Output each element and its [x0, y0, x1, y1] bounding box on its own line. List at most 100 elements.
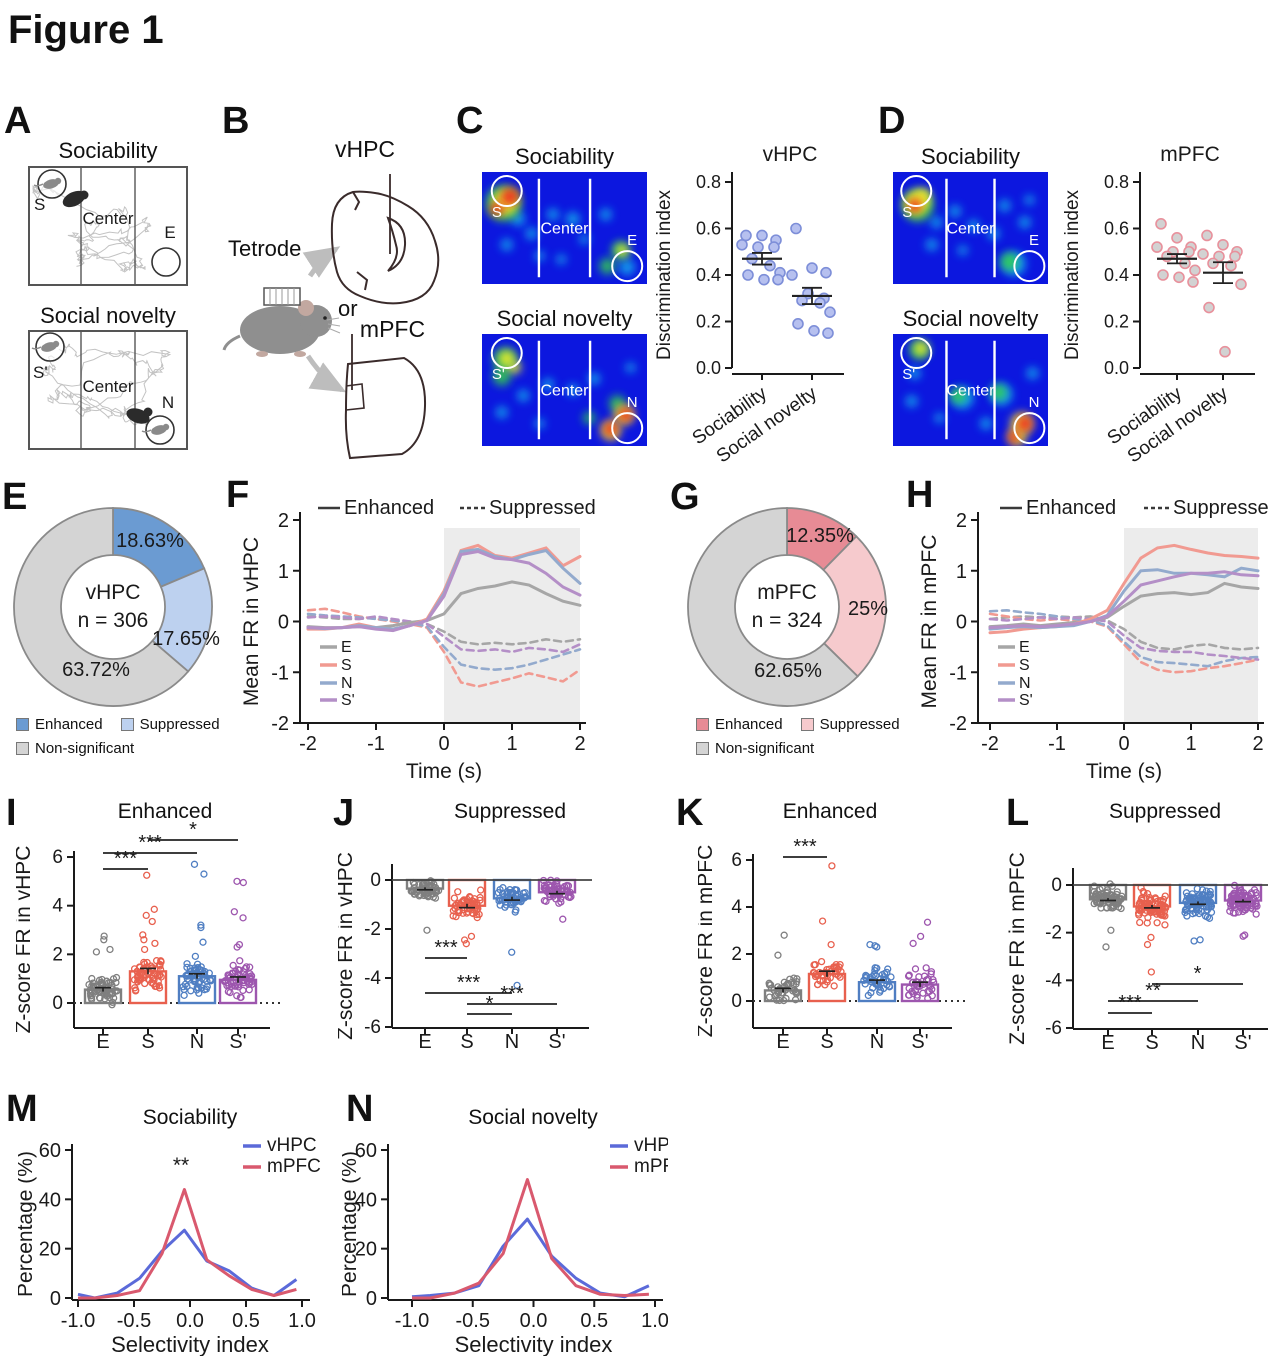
svg-text:E: E: [1101, 1032, 1114, 1054]
legend-enhanced-mpfc: Enhanced: [696, 716, 783, 733]
svg-text:0: 0: [438, 733, 449, 755]
svg-text:E: E: [776, 1031, 789, 1053]
enhanced-swatch: [696, 718, 709, 731]
svg-text:0.6: 0.6: [696, 219, 721, 239]
svg-text:Center: Center: [540, 383, 589, 400]
svg-text:Selectivity index: Selectivity index: [455, 1332, 613, 1356]
panel-label-e: E: [2, 476, 28, 518]
svg-text:-6: -6: [364, 1017, 381, 1038]
svg-text:60: 60: [39, 1140, 61, 1162]
panelD-title-sociability: Sociability: [920, 144, 1021, 169]
svg-text:S': S': [548, 1031, 565, 1053]
panel-label-d: D: [878, 100, 906, 142]
svg-text:S: S: [1019, 657, 1030, 674]
svg-text:-6: -6: [1045, 1018, 1062, 1039]
svg-text:1: 1: [956, 561, 967, 583]
svg-text:20: 20: [355, 1239, 377, 1261]
svg-text:***: ***: [1118, 992, 1142, 1014]
svg-text:-1.0: -1.0: [395, 1310, 429, 1332]
svg-text:-1: -1: [271, 662, 289, 684]
panelE-legend-row2: Non-significant: [16, 740, 134, 757]
svg-text:-0.5: -0.5: [456, 1310, 490, 1332]
legend-suppressed-mpfc: Suppressed: [800, 716, 900, 733]
svg-text:***: ***: [138, 832, 162, 854]
svg-text:Enhanced: Enhanced: [344, 497, 434, 519]
panelB-label-mpfc: mPFC: [359, 316, 426, 342]
svg-text:1.0: 1.0: [641, 1310, 668, 1332]
panelE-donut-chart: 18.63% 17.65% 63.72% vHPC n = 306: [13, 507, 220, 707]
legend-nonsig-label: Non-significant: [715, 740, 815, 757]
svg-text:***: ***: [457, 972, 481, 994]
svg-text:6: 6: [52, 847, 63, 868]
svg-text:N: N: [162, 393, 174, 412]
panelB-label-tetrode: Tetrode: [228, 236, 302, 261]
legend-nonsig-label: Non-significant: [35, 740, 135, 757]
svg-text:Discrimination index: Discrimination index: [654, 190, 675, 361]
panelB-label-vhpc: vHPC: [334, 136, 396, 162]
svg-text:40: 40: [39, 1189, 61, 1211]
svg-text:E: E: [627, 232, 637, 249]
svg-text:Time (s): Time (s): [406, 760, 482, 783]
svg-text:2: 2: [731, 944, 742, 965]
svg-text:Percentage (%): Percentage (%): [342, 1151, 361, 1297]
svg-text:vHPC: vHPC: [763, 143, 818, 166]
svg-text:S: S: [141, 1031, 154, 1053]
svg-text:S: S: [820, 1031, 833, 1053]
svg-text:0: 0: [52, 993, 63, 1014]
svg-text:-2: -2: [271, 713, 289, 735]
legend-enhanced-label: Enhanced: [715, 716, 783, 733]
panelA-title-social-novelty: Social novelty: [40, 303, 176, 328]
svg-text:**: **: [1145, 980, 1161, 1002]
svg-text:Z-score FR in mPFC: Z-score FR in mPFC: [698, 845, 717, 1038]
svg-text:S: S: [902, 204, 912, 221]
svg-text:S': S': [911, 1031, 928, 1053]
panel-label-j: J: [333, 792, 355, 834]
panelJ-bar-chart: 0-2-4-6E S N S'****** ****Z-score FR in vHPC: [338, 852, 592, 1053]
legend-enhanced-vhpc: Enhanced: [16, 716, 103, 733]
svg-text:-2: -2: [949, 713, 967, 735]
svg-text:vHPC: vHPC: [634, 1135, 668, 1156]
svg-text:2: 2: [574, 733, 585, 755]
svg-text:-2: -2: [364, 919, 381, 940]
panel-label-b: B: [222, 100, 250, 142]
panelL-title: Suppressed: [1108, 800, 1222, 823]
suppressed-swatch: [800, 718, 814, 731]
svg-text:Enhanced: Enhanced: [1026, 497, 1116, 519]
svg-text:Mean FR in mPFC: Mean FR in mPFC: [918, 535, 941, 709]
svg-text:***: ***: [500, 983, 524, 1005]
svg-text:1: 1: [506, 733, 517, 755]
panelA-arena-sociability: S Center E: [28, 166, 188, 286]
panelN-title: Social novelty: [468, 1106, 598, 1129]
svg-text:Z-score FR in vHPC: Z-score FR in vHPC: [16, 846, 35, 1034]
svg-text:-1: -1: [949, 662, 967, 684]
svg-text:N: N: [1191, 1032, 1205, 1054]
svg-text:2: 2: [1252, 733, 1263, 755]
svg-text:S': S': [341, 692, 355, 709]
svg-text:2: 2: [52, 944, 63, 965]
svg-text:0.4: 0.4: [696, 265, 721, 285]
svg-text:-1.0: -1.0: [61, 1310, 95, 1332]
svg-text:17.65%: 17.65%: [152, 628, 220, 650]
svg-text:0: 0: [1051, 875, 1062, 896]
svg-text:0: 0: [956, 612, 967, 634]
legend-suppressed-label: Suppressed: [139, 716, 220, 733]
panelE-legend-row1: Enhanced Suppressed: [16, 716, 220, 733]
svg-text:60: 60: [355, 1140, 377, 1162]
svg-text:18.63%: 18.63%: [116, 530, 184, 552]
svg-text:-4: -4: [1045, 970, 1062, 991]
panel-label-g: G: [670, 476, 700, 518]
svg-text:0.2: 0.2: [1104, 312, 1129, 332]
panelD-heatmap-social-novelty: S' Center N: [893, 334, 1048, 446]
svg-text:1: 1: [278, 561, 289, 583]
suppressed-swatch: [120, 718, 134, 731]
svg-text:Center: Center: [82, 209, 133, 228]
panelK-bar-chart: 0 2 4 6 E S N S' *** Z-score FR in mPFC: [698, 836, 965, 1053]
panel-label-m: M: [6, 1088, 38, 1130]
svg-text:n = 306: n = 306: [78, 609, 149, 632]
svg-text:S: S: [1145, 1032, 1158, 1054]
